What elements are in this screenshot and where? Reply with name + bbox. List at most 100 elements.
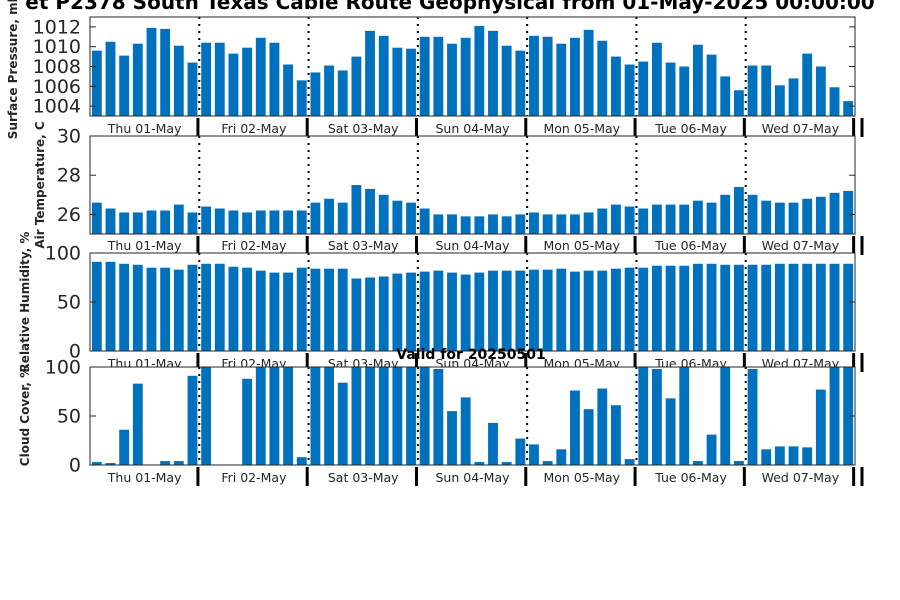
bar (269, 42, 280, 116)
bar (529, 212, 539, 234)
bar (433, 368, 444, 465)
bar (583, 270, 594, 351)
bar (160, 267, 171, 351)
bar (692, 200, 703, 234)
day-label: Tue 06-May (654, 121, 727, 136)
bar (406, 367, 416, 465)
y-tick-label: 30 (57, 126, 81, 148)
bar (447, 411, 457, 465)
bar (132, 383, 143, 465)
day-label: Sat 03-May (328, 238, 399, 253)
bar (337, 202, 348, 234)
bar (611, 56, 621, 116)
bar (173, 269, 184, 351)
bar (815, 389, 826, 465)
bar (829, 367, 840, 465)
bar (515, 270, 526, 351)
bar (105, 41, 116, 116)
bar (788, 263, 799, 351)
bar (242, 212, 253, 234)
bar (269, 210, 280, 234)
bar (679, 367, 690, 465)
bar (173, 461, 184, 465)
bar (201, 42, 212, 116)
bar (406, 202, 416, 234)
bar (761, 264, 772, 351)
bar (679, 66, 690, 116)
bar (529, 35, 539, 117)
bar (351, 278, 362, 351)
bar (119, 263, 130, 351)
bar (733, 461, 744, 465)
bar (228, 266, 239, 351)
bar (187, 62, 198, 116)
day-label: Thu 01-May (107, 470, 182, 485)
bar (351, 56, 362, 116)
bar (733, 264, 744, 351)
bar (720, 194, 731, 234)
bar (228, 53, 239, 116)
bar (474, 462, 485, 465)
bar (515, 438, 526, 465)
y-tick-label: 28 (57, 165, 81, 187)
bar (515, 214, 526, 234)
bar (433, 36, 444, 116)
bar (242, 378, 253, 465)
bar (501, 462, 512, 465)
bar (310, 367, 321, 465)
bar (187, 212, 198, 234)
bar (542, 214, 553, 234)
bar (296, 457, 307, 465)
bar (173, 204, 184, 234)
bar (255, 367, 266, 465)
bar (419, 36, 430, 116)
bar (638, 61, 649, 116)
y-tick-label: 50 (57, 406, 81, 428)
bar (706, 202, 717, 234)
bar (255, 210, 266, 234)
bar (624, 206, 635, 234)
bar (119, 429, 130, 465)
panel-1: Thu 01-May Fri 02-May Sat 03-May Sun 04-May… (6, 0, 864, 139)
y-tick-label: 0 (69, 455, 81, 477)
bar (173, 45, 184, 116)
bar (91, 50, 102, 116)
bar (296, 80, 307, 116)
y-tick-label: 26 (57, 204, 81, 226)
bar (638, 208, 649, 234)
bar (679, 204, 690, 234)
bar (597, 208, 608, 234)
y-tick-label: 1004 (33, 96, 81, 118)
bar (706, 434, 717, 465)
bar (146, 27, 157, 116)
bar (501, 216, 512, 234)
bar (843, 263, 854, 351)
bar (310, 268, 321, 351)
bar (624, 267, 635, 351)
panel-3: Thu 01-May Fri 02-May Sat 03-May Sun 04-May… (18, 232, 864, 372)
day-label: Fri 02-May (221, 470, 287, 485)
bar (201, 367, 212, 465)
bar (419, 271, 430, 351)
bar (187, 375, 198, 465)
bar (474, 25, 485, 116)
bar (214, 42, 225, 116)
day-label: Sat 03-May (328, 121, 399, 136)
bar (91, 261, 102, 351)
y-tick-label: 100 (45, 243, 81, 265)
bar (392, 273, 403, 351)
bar (296, 210, 307, 234)
y-tick-label: 0 (69, 341, 81, 363)
bar (433, 270, 444, 351)
bar (269, 272, 280, 351)
bar (365, 188, 375, 234)
bar (337, 382, 348, 465)
bar (597, 40, 608, 117)
bar (392, 47, 403, 116)
bar (283, 210, 293, 234)
bar (829, 192, 840, 234)
bar (802, 447, 813, 465)
day-label: Sun 04-May (435, 470, 510, 485)
bar (310, 72, 321, 116)
bar (365, 367, 375, 465)
